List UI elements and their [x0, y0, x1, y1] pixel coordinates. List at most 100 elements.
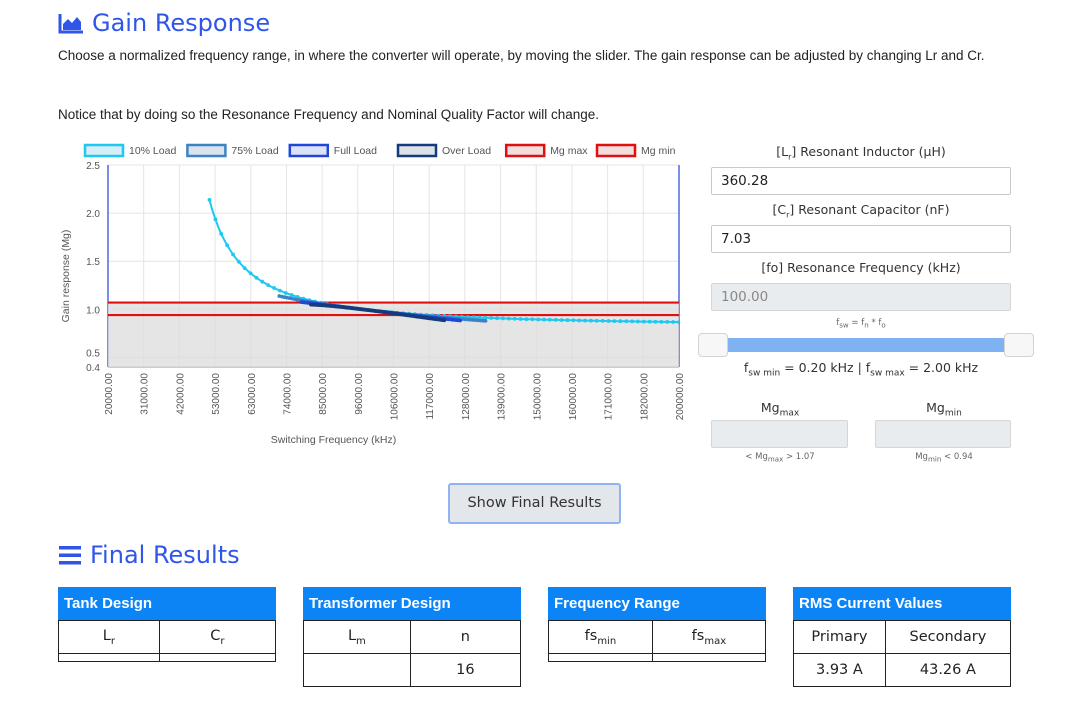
lr-value [58, 653, 160, 662]
data-point [266, 283, 271, 287]
area-chart-icon [58, 14, 83, 34]
data-point [283, 291, 288, 295]
fsw-range-text: fsw min = 0.20 kHz | fsw max = 2.00 kHz [743, 360, 979, 379]
tank-design-title: Tank Design [58, 587, 276, 620]
data-point [524, 317, 529, 322]
slider-max-handle[interactable] [1004, 333, 1034, 357]
x-tick-label: 96000.00 [354, 373, 365, 415]
data-point [589, 318, 593, 323]
rms-current-card: RMS Current Values Primary Secondary 3.9… [793, 587, 1012, 687]
mgmax-label: Mgmax [760, 400, 800, 419]
data-point [624, 319, 629, 324]
intro-text: Choose a normalized frequency range, in … [58, 48, 985, 63]
legend-swatch [288, 143, 330, 158]
cr-value [158, 653, 277, 662]
data-point [594, 318, 599, 323]
data-point [295, 295, 300, 299]
secondary-header: Secondary [884, 620, 1012, 654]
lr-header: Lr [58, 620, 160, 654]
y-tick-label: 0.4 [86, 363, 100, 374]
fsmax-header: fsmax [651, 620, 767, 654]
x-tick-label: 74000.00 [282, 373, 293, 415]
x-tick-label: 85000.00 [318, 373, 329, 415]
legend-label: Mg max [550, 145, 588, 157]
data-point [553, 318, 558, 322]
tank-design-card: Tank Design Lr Cr [58, 587, 277, 662]
data-point [518, 317, 523, 321]
x-tick-label: 150000.00 [532, 373, 543, 421]
secondary-value: 43.26 A [884, 653, 1012, 687]
data-point [495, 316, 499, 321]
data-point [207, 198, 212, 202]
mgmin-input [875, 420, 1011, 448]
fsmin-header: fsmin [548, 620, 653, 654]
y-tick-label: 2.0 [86, 209, 100, 220]
gain-response-title: Gain Response [92, 9, 271, 37]
x-tick-label: 139000.00 [497, 373, 508, 421]
final-results-title: Final Results [90, 541, 240, 569]
y-axis-title: Gain response (Mg) [60, 230, 72, 323]
primary-header: Primary [793, 620, 886, 654]
data-point [559, 318, 564, 322]
tank-design-table: Lr Cr [58, 620, 277, 662]
transformer-design-table: Lm n 16 [303, 620, 522, 687]
fo-input: 100.00 [711, 283, 1011, 311]
legend-swatch [186, 143, 227, 158]
data-point [571, 318, 576, 323]
legend-label: Over Load [442, 145, 491, 157]
list-icon [59, 546, 81, 565]
x-tick-label: 53000.00 [211, 373, 222, 415]
transformer-design-card: Transformer Design Lm n 16 [303, 587, 522, 687]
slider-selected-range [726, 338, 1006, 352]
x-tick-label: 31000.00 [140, 373, 151, 415]
y-tick-label: 0.5 [86, 348, 100, 359]
data-point [219, 231, 224, 236]
x-tick-label: 128000.00 [461, 373, 472, 421]
legend-swatch [504, 143, 546, 158]
data-point [536, 317, 541, 322]
data-point [483, 319, 488, 323]
rms-current-title: RMS Current Values [793, 587, 1011, 620]
lm-header: Lm [303, 620, 411, 654]
data-point [565, 318, 570, 323]
series-over-load [309, 302, 447, 323]
mgmin-constraint: Mgmin < 0.94 [915, 452, 973, 464]
data-point [458, 318, 462, 323]
data-point [483, 315, 488, 320]
frequency-range-slider[interactable] [698, 333, 1034, 357]
x-tick-label: 117000.00 [425, 373, 436, 420]
frequency-range-card: Frequency Range fsmin fsmax [548, 587, 767, 662]
legend-swatch [396, 143, 438, 158]
data-point [618, 319, 623, 324]
slider-min-handle[interactable] [698, 333, 728, 357]
data-point [254, 275, 259, 280]
mgmax-input [711, 420, 848, 448]
data-point [548, 317, 552, 322]
lr-input[interactable]: 360.28 [711, 167, 1011, 195]
data-point [477, 315, 482, 320]
x-tick-label: 160000.00 [568, 373, 579, 421]
data-point [237, 259, 241, 264]
data-point [260, 279, 265, 284]
gain-response-heading: Gain Response [58, 6, 270, 40]
lr-label: [Lr] Resonant Inductor (µH) [776, 144, 946, 162]
mgmin-label: Mgmin [926, 400, 962, 419]
show-final-results-button[interactable]: Show Final Results [448, 483, 621, 524]
mgmax-constraint: < Mgmax > 1.07 [745, 452, 815, 464]
data-point [231, 252, 235, 257]
data-point [653, 319, 658, 324]
data-point [242, 266, 247, 270]
gain-response-chart: 10% Load 75% Load Full Load Over Load Mg max… [60, 143, 686, 446]
data-point [506, 316, 511, 321]
legend-label: 10% Load [129, 145, 176, 157]
cr-input[interactable]: 7.03 [711, 225, 1011, 253]
data-point [641, 319, 646, 324]
data-point [612, 319, 617, 323]
data-point [501, 316, 505, 321]
x-tick-label: 171000.00 [604, 373, 615, 421]
transformer-design-title: Transformer Design [303, 587, 521, 620]
x-tick-label: 63000.00 [247, 373, 258, 415]
data-point [636, 319, 640, 324]
y-tick-label: 2.5 [86, 161, 100, 172]
y-tick-label: 1.5 [86, 257, 100, 268]
